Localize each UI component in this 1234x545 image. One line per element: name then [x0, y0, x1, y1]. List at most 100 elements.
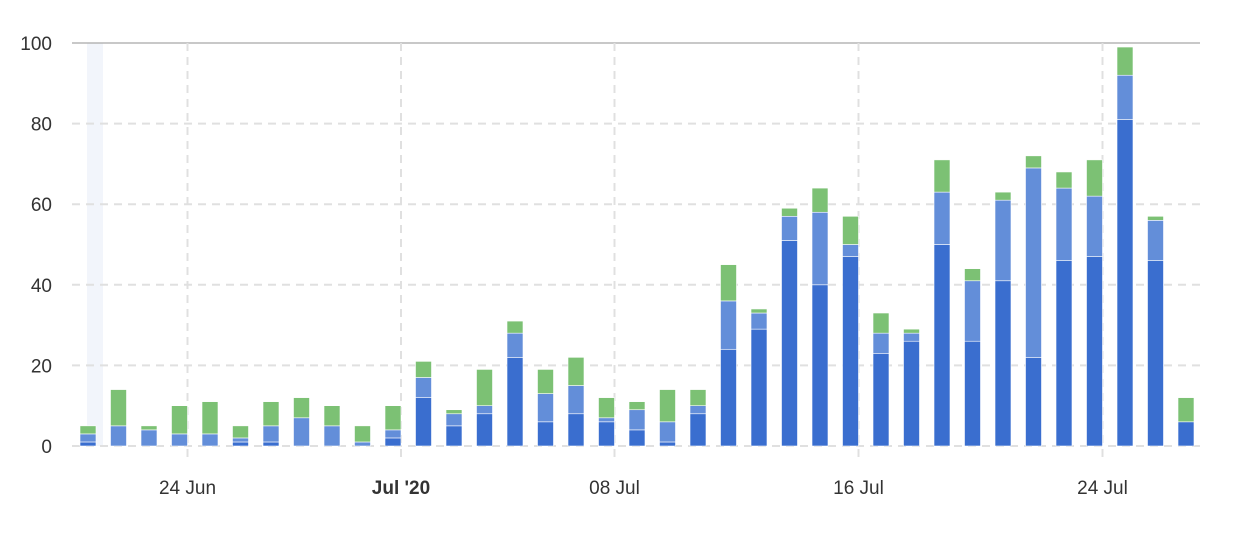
bar-segment-light-blue	[689, 405, 707, 415]
bar-segment-green	[903, 328, 920, 334]
bar-stack	[689, 389, 707, 447]
x-tick-label: 08 Jul	[589, 478, 640, 499]
bar-stack	[445, 409, 463, 447]
bar-segment-green	[1116, 46, 1134, 76]
bar-segment-light-blue	[781, 215, 798, 241]
bar-segment-dark-blue	[537, 421, 554, 447]
bar-segment-light-blue	[1025, 167, 1042, 358]
bar-segment-green	[811, 187, 829, 213]
bar-segment-light-blue	[1116, 74, 1134, 120]
bar-segment-dark-blue	[994, 280, 1012, 447]
bar-segment-green	[628, 401, 646, 411]
bar-stack	[842, 215, 859, 447]
bar-segment-light-blue	[720, 300, 737, 350]
bar-segment-light-blue	[750, 312, 768, 330]
x-tick-label: 24 Jul	[1077, 478, 1128, 499]
bar-segment-dark-blue	[415, 397, 432, 447]
bar-segment-light-blue	[232, 437, 249, 443]
bar-stack	[354, 425, 371, 447]
bar-segment-dark-blue	[964, 340, 981, 447]
bar-stack	[903, 328, 920, 447]
bar-stack	[140, 425, 158, 447]
bar-segment-green	[293, 397, 310, 419]
bar-segment-green	[1147, 215, 1164, 221]
bar-segment-dark-blue	[628, 429, 646, 447]
bar-segment-dark-blue	[1116, 119, 1134, 447]
bar-segment-green	[567, 357, 585, 386]
bar-segment-green	[659, 389, 676, 423]
bar-segment-light-blue	[842, 244, 859, 257]
bar-stack	[171, 405, 188, 447]
bar-stack	[79, 425, 97, 447]
bar-stack	[110, 389, 127, 447]
bar-segment-light-blue	[1055, 187, 1073, 261]
bars	[79, 46, 1195, 447]
bar-segment-light-blue	[445, 413, 463, 427]
bar-segment-green	[415, 361, 432, 378]
bar-segment-green	[842, 215, 859, 245]
y-tick-label: 0	[41, 437, 52, 458]
bar-stack	[872, 312, 890, 447]
bar-segment-green	[201, 401, 219, 435]
bar-segment-dark-blue	[781, 240, 798, 447]
bar-segment-dark-blue	[262, 441, 280, 447]
bar-segment-light-blue	[79, 433, 97, 443]
bar-segment-light-blue	[994, 199, 1012, 282]
hover-highlight-band	[87, 43, 103, 446]
bar-segment-green	[933, 159, 951, 193]
y-tick-label: 40	[31, 276, 52, 297]
bar-segment-green	[140, 425, 158, 431]
bar-segment-green	[171, 405, 188, 435]
bar-segment-light-blue	[171, 433, 188, 447]
bar-segment-light-blue	[323, 425, 341, 447]
bar-segment-dark-blue	[445, 425, 463, 447]
bar-segment-green	[232, 425, 249, 439]
bar-segment-dark-blue	[720, 348, 737, 447]
bar-segment-green	[1086, 159, 1103, 197]
bar-segment-dark-blue	[1147, 260, 1164, 447]
bar-stack	[781, 207, 798, 447]
bar-segment-light-blue	[140, 429, 158, 447]
bar-segment-dark-blue	[1025, 357, 1042, 447]
bar-segment-light-blue	[537, 393, 554, 423]
bar-stack	[1177, 397, 1195, 447]
bar-stack	[476, 369, 493, 447]
bar-segment-green	[750, 308, 768, 314]
bar-segment-light-blue	[354, 441, 371, 447]
bar-stack	[1147, 215, 1164, 447]
bar-stack	[201, 401, 219, 447]
bar-segment-dark-blue	[506, 357, 524, 447]
x-tick-label: 16 Jul	[833, 478, 884, 499]
bar-stack	[1086, 159, 1103, 447]
bar-segment-light-blue	[201, 433, 219, 447]
bar-segment-green	[445, 409, 463, 415]
bar-segment-dark-blue	[659, 441, 676, 447]
y-tick-label: 100	[20, 34, 52, 55]
bar-segment-green	[598, 397, 615, 419]
bar-stack	[537, 369, 554, 447]
bar-stack	[567, 357, 585, 447]
bar-segment-light-blue	[476, 405, 493, 415]
x-tick-label: Jul '20	[372, 478, 430, 499]
bar-stack	[1025, 155, 1042, 447]
bar-segment-light-blue	[628, 409, 646, 431]
bar-segment-light-blue	[1086, 195, 1103, 257]
bar-segment-light-blue	[1147, 220, 1164, 261]
y-tick-label: 20	[31, 356, 52, 377]
bar-segment-dark-blue	[842, 256, 859, 447]
bar-segment-dark-blue	[811, 284, 829, 447]
bar-segment-green	[110, 389, 127, 427]
bar-segment-light-blue	[262, 425, 280, 443]
bar-stack	[964, 268, 981, 447]
bar-stack	[232, 425, 249, 447]
bar-segment-green	[1177, 397, 1195, 423]
bar-segment-light-blue	[506, 332, 524, 358]
x-axis: 24 Jun Jul '20 08 Jul 16 Jul 24 Jul	[159, 478, 1128, 499]
bar-segment-light-blue	[964, 280, 981, 342]
bar-segment-light-blue	[384, 429, 402, 439]
bar-segment-green	[1025, 155, 1042, 169]
bar-stack	[720, 264, 737, 447]
bar-segment-light-blue	[872, 332, 890, 354]
bar-stack	[506, 320, 524, 447]
bar-segment-green	[537, 369, 554, 394]
